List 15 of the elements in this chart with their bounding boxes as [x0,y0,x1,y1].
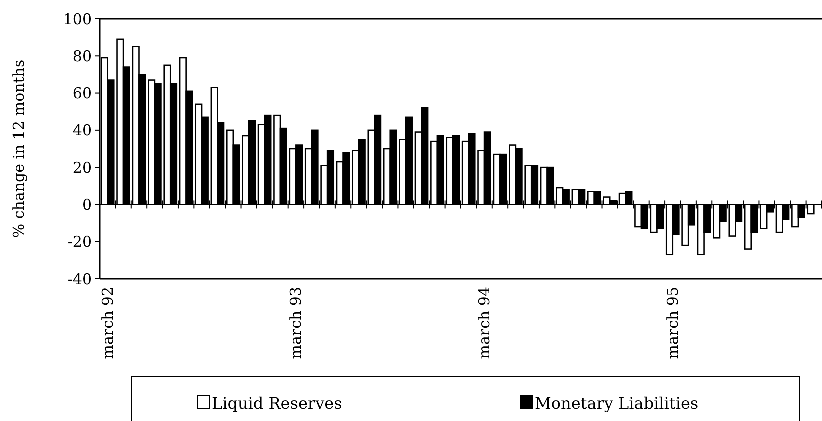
y-tick-label: -40 [68,270,92,288]
y-tick-label: 0 [82,196,92,214]
y-tick-label: 60 [72,84,92,103]
y-tick-label: 80 [72,47,92,66]
x-tick-label: march 94 [476,287,494,360]
x-tick-label: march 92 [98,287,117,360]
x-tick-label: march 95 [664,287,682,360]
y-tick-label: 20 [72,158,92,177]
legend-label: Monetary Liabilities [535,394,699,413]
y-tick-label: 100 [63,10,92,28]
y-tick-label: -20 [68,233,92,252]
y-tick-label: 40 [72,122,92,140]
y-axis-title: % change in 12 months [10,60,28,238]
x-tick-label: march 93 [287,287,306,360]
legend-label: Liquid Reserves [212,394,342,413]
